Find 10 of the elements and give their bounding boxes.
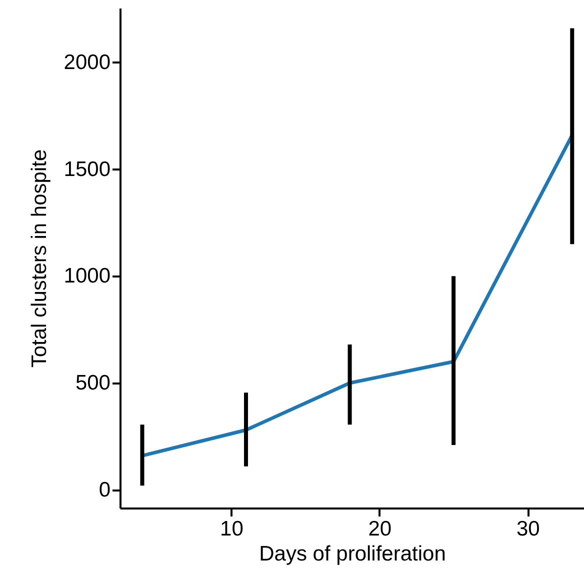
y-tick-label: 1000: [64, 264, 110, 288]
y-tick-label: 1500: [64, 158, 110, 181]
y-tick-label: 2000: [64, 50, 110, 74]
x-axis-title: Days of proliferation: [259, 542, 446, 566]
x-tick-label: 20: [368, 518, 392, 540]
y-tick-label: 500: [75, 372, 110, 394]
y-axis-title: Total clusters in hospite: [28, 149, 51, 368]
x-tick-label: 10: [220, 518, 244, 540]
x-tick-label: 30: [516, 518, 540, 540]
y-tick-label: 0: [98, 478, 110, 502]
